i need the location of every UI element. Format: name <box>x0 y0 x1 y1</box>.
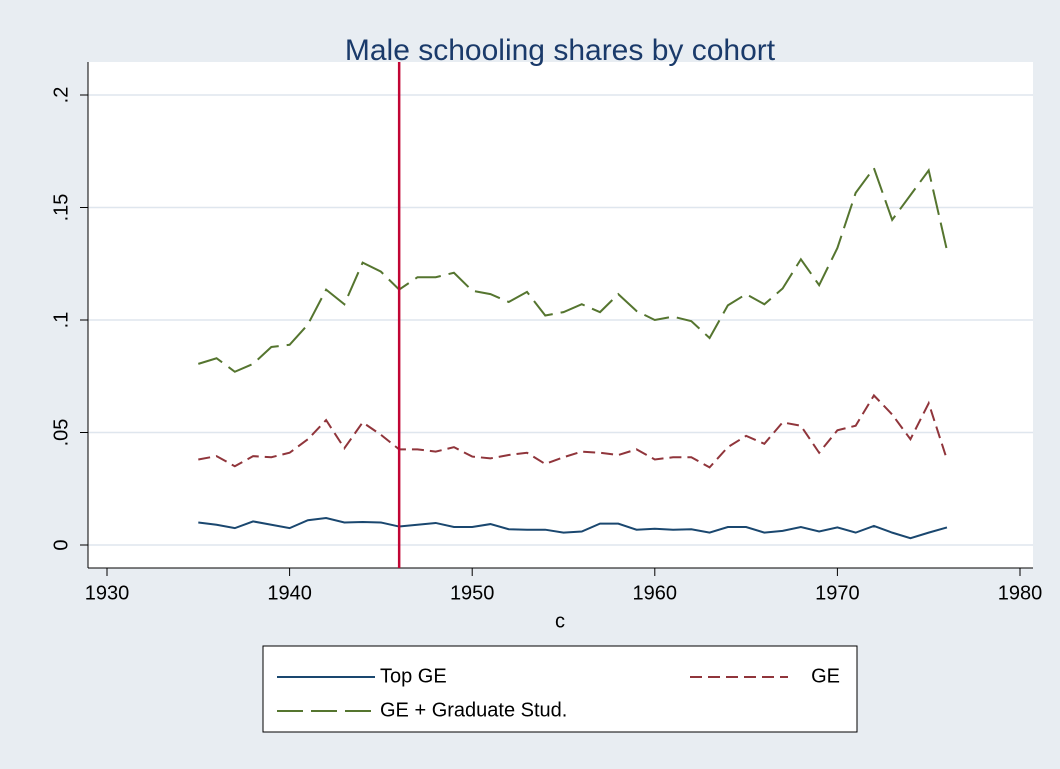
chart-title: Male schooling shares by cohort <box>345 34 776 67</box>
legend-label: Top GE <box>380 665 447 687</box>
x-tick-label: 1950 <box>450 582 495 604</box>
y-tick-label: .05 <box>50 419 72 447</box>
x-tick-label: 1960 <box>633 582 678 604</box>
legend-label: GE + Graduate Stud. <box>380 699 567 721</box>
series-line <box>198 516 948 540</box>
y-tick-label: 0 <box>50 539 72 550</box>
series-line <box>198 166 948 373</box>
y-tick-label: .1 <box>50 312 72 329</box>
x-tick-label: 1930 <box>85 582 130 604</box>
x-axis-label: c <box>555 610 565 632</box>
plot-area <box>88 62 1033 568</box>
series-line <box>198 393 948 469</box>
legend-box <box>262 645 858 733</box>
x-tick-label: 1970 <box>815 582 860 604</box>
x-tick-label: 1940 <box>267 582 312 604</box>
y-tick-label: .15 <box>50 194 72 222</box>
y-tick-label: .2 <box>50 87 72 104</box>
legend-label: GE <box>811 665 840 687</box>
x-tick-label: 1980 <box>998 582 1043 604</box>
